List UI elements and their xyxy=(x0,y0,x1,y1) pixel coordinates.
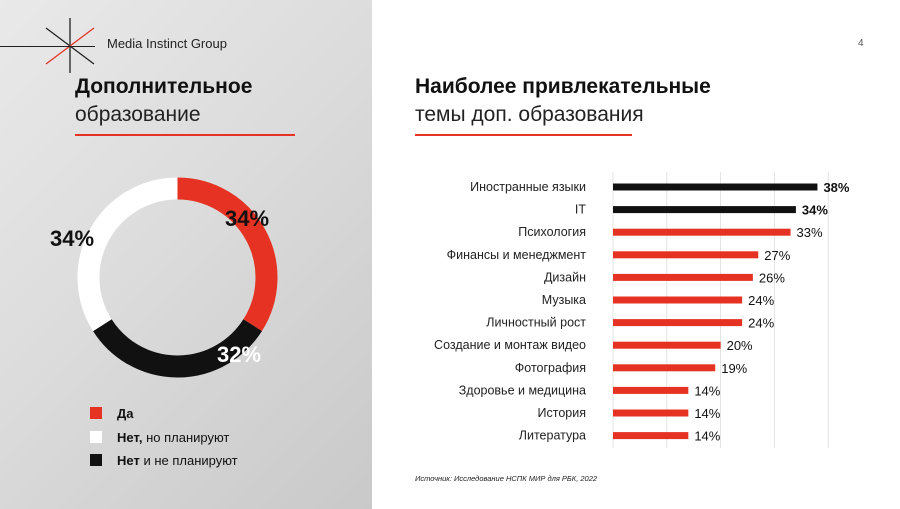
bar xyxy=(613,409,689,417)
bar-value-label: 34% xyxy=(802,203,828,218)
category-label: История xyxy=(538,406,586,420)
bar-value-label: 38% xyxy=(823,180,849,195)
legend-item-no-not-planning: Нет и не планируют xyxy=(90,453,238,468)
category-label: Финансы и менеджмент xyxy=(447,248,587,262)
left-title-light: образование xyxy=(75,103,201,126)
bar-value-label: 24% xyxy=(748,316,774,331)
category-label: Личностный рост xyxy=(486,316,586,330)
category-label: Дизайн xyxy=(544,270,586,284)
legend-swatch xyxy=(90,407,102,419)
category-label: Иностранные языки xyxy=(470,180,586,194)
donut-label-no-planning: 34% xyxy=(50,226,95,251)
category-label: Фотография xyxy=(515,361,586,375)
left-title-bold: Дополнительное xyxy=(75,75,253,98)
bar xyxy=(613,251,759,259)
right-title-light: темы доп. образования xyxy=(415,103,644,126)
category-label: Создание и монтаж видео xyxy=(434,338,586,352)
category-label: Музыка xyxy=(542,293,586,307)
bar xyxy=(613,341,721,349)
donut-slice-0 xyxy=(177,177,278,332)
bar xyxy=(613,386,689,394)
legend-swatch xyxy=(90,454,102,466)
bar-value-label: 33% xyxy=(797,225,823,240)
bar xyxy=(613,364,716,372)
bar xyxy=(613,273,753,281)
source-note: Источник: Исследование НСПК МИР для РБК,… xyxy=(415,474,598,483)
legend-item-no-planning: Нет, но планируют xyxy=(90,430,229,445)
bar-value-label: 14% xyxy=(694,406,720,421)
left-panel xyxy=(0,0,372,509)
bar xyxy=(613,319,743,327)
legend-item-yes: Да xyxy=(90,406,134,421)
donut-slice-1 xyxy=(77,177,178,332)
bar-value-label: 24% xyxy=(748,293,774,308)
category-label: Литература xyxy=(519,429,586,443)
bar-chart: Иностранные языки 38% IT 34% Психология 33% Фи… xyxy=(434,172,850,448)
donut-slice-2 xyxy=(93,319,262,378)
bar-value-label: 26% xyxy=(759,270,785,285)
bar-value-label: 27% xyxy=(764,248,790,263)
category-label: Здоровье и медицина xyxy=(459,383,586,397)
right-title-bold: Наиболее привлекательные xyxy=(415,75,711,98)
bar xyxy=(613,183,818,191)
bar xyxy=(613,296,743,304)
left-title-underline xyxy=(75,134,295,136)
bar xyxy=(613,432,689,440)
bar-value-label: 14% xyxy=(694,383,720,398)
header-rule xyxy=(0,46,95,47)
donut-label-no-not-planning: 32% xyxy=(217,342,262,367)
bar xyxy=(613,206,796,214)
category-label: IT xyxy=(575,203,586,217)
brand-name: Media Instinct Group xyxy=(107,36,227,51)
bar xyxy=(613,228,791,236)
donut-chart xyxy=(77,177,278,378)
category-label: Психология xyxy=(518,225,586,239)
donut-label-yes: 34% xyxy=(225,206,270,231)
bar-value-label: 19% xyxy=(721,361,747,376)
page-number: 4 xyxy=(858,38,864,49)
bar-value-label: 20% xyxy=(727,338,753,353)
right-title-underline xyxy=(415,134,632,136)
legend-swatch xyxy=(90,431,102,443)
bar-value-label: 14% xyxy=(694,429,720,444)
